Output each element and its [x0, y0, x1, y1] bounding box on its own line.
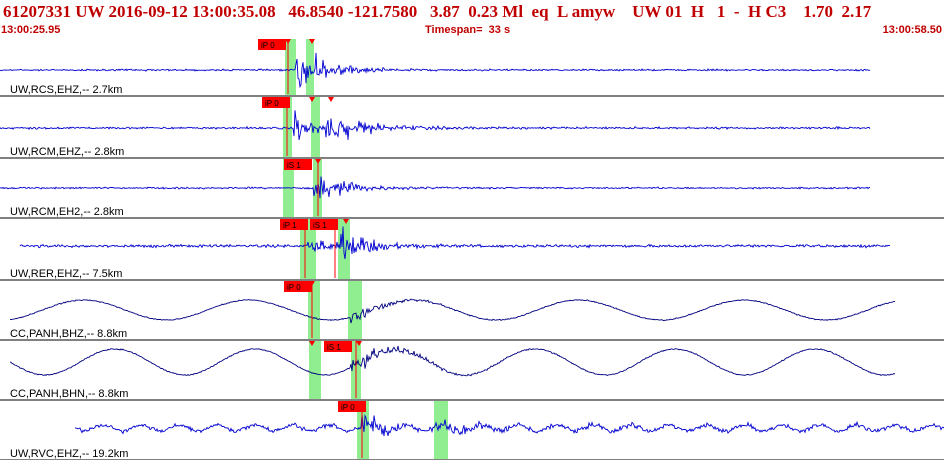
phase-window [308, 219, 316, 279]
start-time: 13:00:25.95 [1, 24, 61, 36]
pick-label-box[interactable] [338, 401, 366, 412]
channel-label: UW,RER,EHZ,-- 7.5km [10, 268, 122, 280]
pick-label: iS 1 [313, 221, 327, 230]
pick-label: iP 0 [287, 283, 301, 292]
arrival-marker [356, 341, 362, 346]
trace-panel[interactable]: iP 0 UW,RVC,EHZ,-- 19.2km [0, 401, 944, 460]
event-header: 61207331 UW 2016-09-12 13:00:35.08 46.85… [0, 0, 944, 38]
channel-label: UW,RCM,EHZ,-- 2.8km [10, 146, 124, 158]
waveform [9, 298, 896, 324]
waveform [0, 52, 871, 89]
pick-label: iP 0 [341, 403, 355, 412]
arrival-marker [309, 341, 315, 346]
phase-window [300, 219, 308, 279]
phase-window [285, 39, 296, 95]
end-time: 13:00:58.50 [882, 24, 942, 36]
pick-label-box[interactable] [258, 39, 286, 50]
phase-window [308, 281, 320, 339]
pick-label-box[interactable] [262, 97, 290, 108]
phase-window [311, 97, 320, 157]
pick-label: iP 0 [261, 41, 275, 50]
event-title: 61207331 UW 2016-09-12 13:00:35.08 46.85… [3, 2, 872, 21]
pick-label: iP 1 [283, 221, 297, 230]
arrival-marker [297, 159, 303, 164]
channel-label: UW,RVC,EHZ,-- 19.2km [10, 448, 128, 460]
channel-label: CC,PANH,BHN,-- 8.8km [10, 388, 128, 400]
arrival-marker [309, 97, 315, 102]
pick-label: iP 0 [265, 99, 279, 108]
arrival-marker [315, 159, 321, 164]
trace-panel[interactable]: iP 0 CC,PANH,BHZ,-- 8.8km [0, 281, 944, 341]
pick-label-box[interactable] [310, 219, 338, 230]
trace-panel[interactable]: iS 1 UW,RCM,EH2,-- 2.8km [0, 159, 944, 219]
arrival-marker [328, 97, 334, 102]
pick-label: iS 1 [287, 161, 301, 170]
pick-label: iS 1 [327, 343, 341, 352]
channel-label: UW,RCS,EHZ,-- 2.7km [10, 84, 122, 96]
phase-window [348, 281, 362, 339]
channel-label: CC,PANH,BHZ,-- 8.8km [10, 328, 127, 340]
pick-label-box[interactable] [284, 159, 312, 170]
seismogram-panel[interactable]: iP 0 UW,RCS,EHZ,-- 2.7km iP 0 UW,RCM,EHZ,--… [0, 38, 944, 460]
trace-panel[interactable]: iS 1 CC,PANH,BHN,-- 8.8km [0, 341, 944, 401]
waveform [19, 226, 891, 259]
waveform [9, 345, 896, 377]
trace-panel[interactable]: iP 0 UW,RCS,EHZ,-- 2.7km [0, 39, 944, 97]
waveform [0, 110, 871, 140]
timespan: Timespan= 33 s [425, 24, 511, 36]
arrival-marker [309, 39, 315, 44]
phase-window [309, 341, 321, 399]
phase-window [357, 401, 369, 459]
waveform [74, 414, 944, 437]
waveform [0, 176, 871, 199]
arrival-marker [309, 281, 315, 286]
pick-label-box[interactable] [280, 219, 308, 230]
arrival-marker [302, 219, 308, 224]
pick-label-box[interactable] [284, 281, 312, 292]
channel-label: UW,RCM,EH2,-- 2.8km [10, 206, 124, 218]
arrival-marker [343, 219, 349, 224]
arrival-marker [285, 39, 291, 44]
pick-label-box[interactable] [324, 341, 352, 352]
arrival-marker [359, 401, 365, 406]
phase-window [434, 401, 448, 459]
trace-panel[interactable]: iP 1 iS 1 UW,RER,EHZ,-- 7.5km [0, 219, 944, 281]
trace-panel[interactable]: iP 0 UW,RCM,EHZ,-- 2.8km [0, 97, 944, 159]
